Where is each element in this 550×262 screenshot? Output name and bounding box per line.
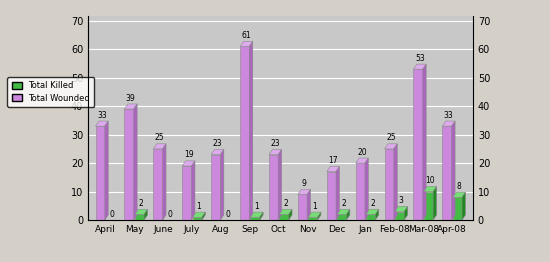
Polygon shape — [452, 121, 455, 220]
Polygon shape — [298, 189, 311, 194]
Polygon shape — [260, 212, 263, 220]
Polygon shape — [365, 158, 369, 220]
Text: 0: 0 — [110, 210, 115, 219]
Polygon shape — [423, 64, 426, 220]
Polygon shape — [192, 212, 205, 217]
Polygon shape — [307, 189, 311, 220]
Polygon shape — [163, 144, 166, 220]
Polygon shape — [395, 211, 404, 220]
Text: 2: 2 — [283, 199, 288, 208]
Polygon shape — [327, 167, 339, 172]
Text: 9: 9 — [302, 179, 307, 188]
Polygon shape — [144, 209, 147, 220]
Polygon shape — [192, 217, 202, 220]
Polygon shape — [104, 121, 108, 220]
Polygon shape — [182, 166, 191, 220]
Text: 20: 20 — [357, 148, 367, 157]
Text: 2: 2 — [370, 199, 375, 208]
Polygon shape — [414, 64, 426, 69]
Text: 25: 25 — [386, 133, 396, 142]
Text: 1: 1 — [312, 202, 317, 211]
Polygon shape — [404, 206, 408, 220]
Polygon shape — [135, 209, 147, 214]
Polygon shape — [433, 187, 437, 220]
Polygon shape — [202, 212, 205, 220]
Polygon shape — [337, 214, 346, 220]
Text: 23: 23 — [271, 139, 280, 148]
Polygon shape — [356, 158, 369, 163]
Text: 0: 0 — [226, 210, 230, 219]
Text: 10: 10 — [425, 176, 435, 185]
Text: 2: 2 — [139, 199, 144, 208]
Polygon shape — [250, 212, 263, 217]
Polygon shape — [442, 121, 455, 126]
Polygon shape — [153, 144, 166, 149]
Polygon shape — [356, 163, 365, 220]
Polygon shape — [336, 167, 339, 220]
Polygon shape — [442, 126, 452, 220]
Text: 33: 33 — [444, 111, 454, 120]
Polygon shape — [424, 192, 433, 220]
Polygon shape — [278, 150, 282, 220]
Text: 2: 2 — [341, 199, 346, 208]
Polygon shape — [221, 150, 224, 220]
Polygon shape — [384, 144, 397, 149]
Text: 53: 53 — [415, 54, 425, 63]
Polygon shape — [453, 197, 462, 220]
Polygon shape — [394, 144, 397, 220]
Polygon shape — [211, 155, 221, 220]
Polygon shape — [308, 217, 317, 220]
Text: 33: 33 — [97, 111, 107, 120]
Polygon shape — [134, 104, 137, 220]
Polygon shape — [211, 150, 224, 155]
Text: 25: 25 — [155, 133, 164, 142]
Polygon shape — [453, 192, 465, 197]
Polygon shape — [414, 69, 423, 220]
Text: 1: 1 — [255, 202, 259, 211]
Polygon shape — [366, 214, 375, 220]
Text: 19: 19 — [184, 150, 194, 160]
Polygon shape — [135, 214, 144, 220]
Polygon shape — [182, 161, 195, 166]
Polygon shape — [317, 212, 321, 220]
Polygon shape — [384, 149, 394, 220]
Polygon shape — [337, 209, 350, 214]
Polygon shape — [327, 172, 336, 220]
Polygon shape — [375, 209, 379, 220]
Text: 39: 39 — [126, 94, 136, 102]
Polygon shape — [269, 155, 278, 220]
Polygon shape — [124, 104, 137, 109]
Text: 61: 61 — [241, 31, 251, 40]
Text: 0: 0 — [168, 210, 173, 219]
Polygon shape — [462, 192, 465, 220]
Polygon shape — [395, 206, 408, 211]
Text: 23: 23 — [213, 139, 222, 148]
Polygon shape — [298, 194, 307, 220]
Text: 1: 1 — [196, 202, 201, 211]
Polygon shape — [240, 41, 253, 46]
Polygon shape — [279, 214, 289, 220]
Polygon shape — [269, 150, 282, 155]
Text: 3: 3 — [399, 196, 404, 205]
Polygon shape — [250, 217, 260, 220]
Polygon shape — [191, 161, 195, 220]
Polygon shape — [424, 187, 437, 192]
Text: 8: 8 — [456, 182, 461, 191]
Polygon shape — [279, 209, 292, 214]
Text: 17: 17 — [328, 156, 338, 165]
Polygon shape — [249, 41, 253, 220]
Polygon shape — [308, 212, 321, 217]
Polygon shape — [124, 109, 134, 220]
Polygon shape — [289, 209, 292, 220]
Polygon shape — [96, 121, 108, 126]
Legend: Total Killed, Total Wounded: Total Killed, Total Wounded — [8, 77, 94, 107]
Polygon shape — [153, 149, 163, 220]
Polygon shape — [240, 46, 249, 220]
Polygon shape — [96, 126, 104, 220]
Polygon shape — [346, 209, 350, 220]
Polygon shape — [366, 209, 379, 214]
